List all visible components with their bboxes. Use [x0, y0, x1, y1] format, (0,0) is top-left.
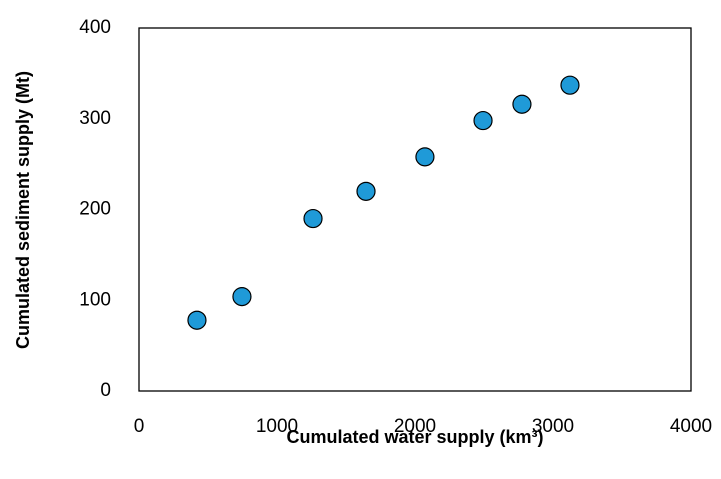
x-tick-label: 1000 [256, 416, 298, 437]
x-tick-label: 0 [134, 416, 145, 437]
y-tick-label: 400 [79, 17, 111, 38]
data-point [356, 181, 376, 201]
data-point [232, 287, 252, 307]
x-axis-title: Cumulated water supply (km³) [286, 427, 543, 447]
y-tick-label: 0 [100, 380, 111, 401]
x-tick-label: 3000 [532, 416, 574, 437]
x-tick-label: 2000 [394, 416, 436, 437]
data-point [560, 75, 580, 95]
y-tick-label: 100 [79, 289, 111, 310]
data-point [303, 208, 323, 229]
y-tick-label: 300 [79, 108, 111, 129]
y-tick-label: 200 [79, 199, 111, 220]
data-point [473, 110, 493, 131]
plot-frame [138, 27, 692, 392]
data-point [512, 94, 532, 114]
y-axis-title: Cumulated sediment supply (Mt) [13, 71, 33, 349]
data-point [415, 147, 435, 167]
data-point [187, 310, 207, 330]
x-tick-label: 4000 [670, 416, 712, 437]
